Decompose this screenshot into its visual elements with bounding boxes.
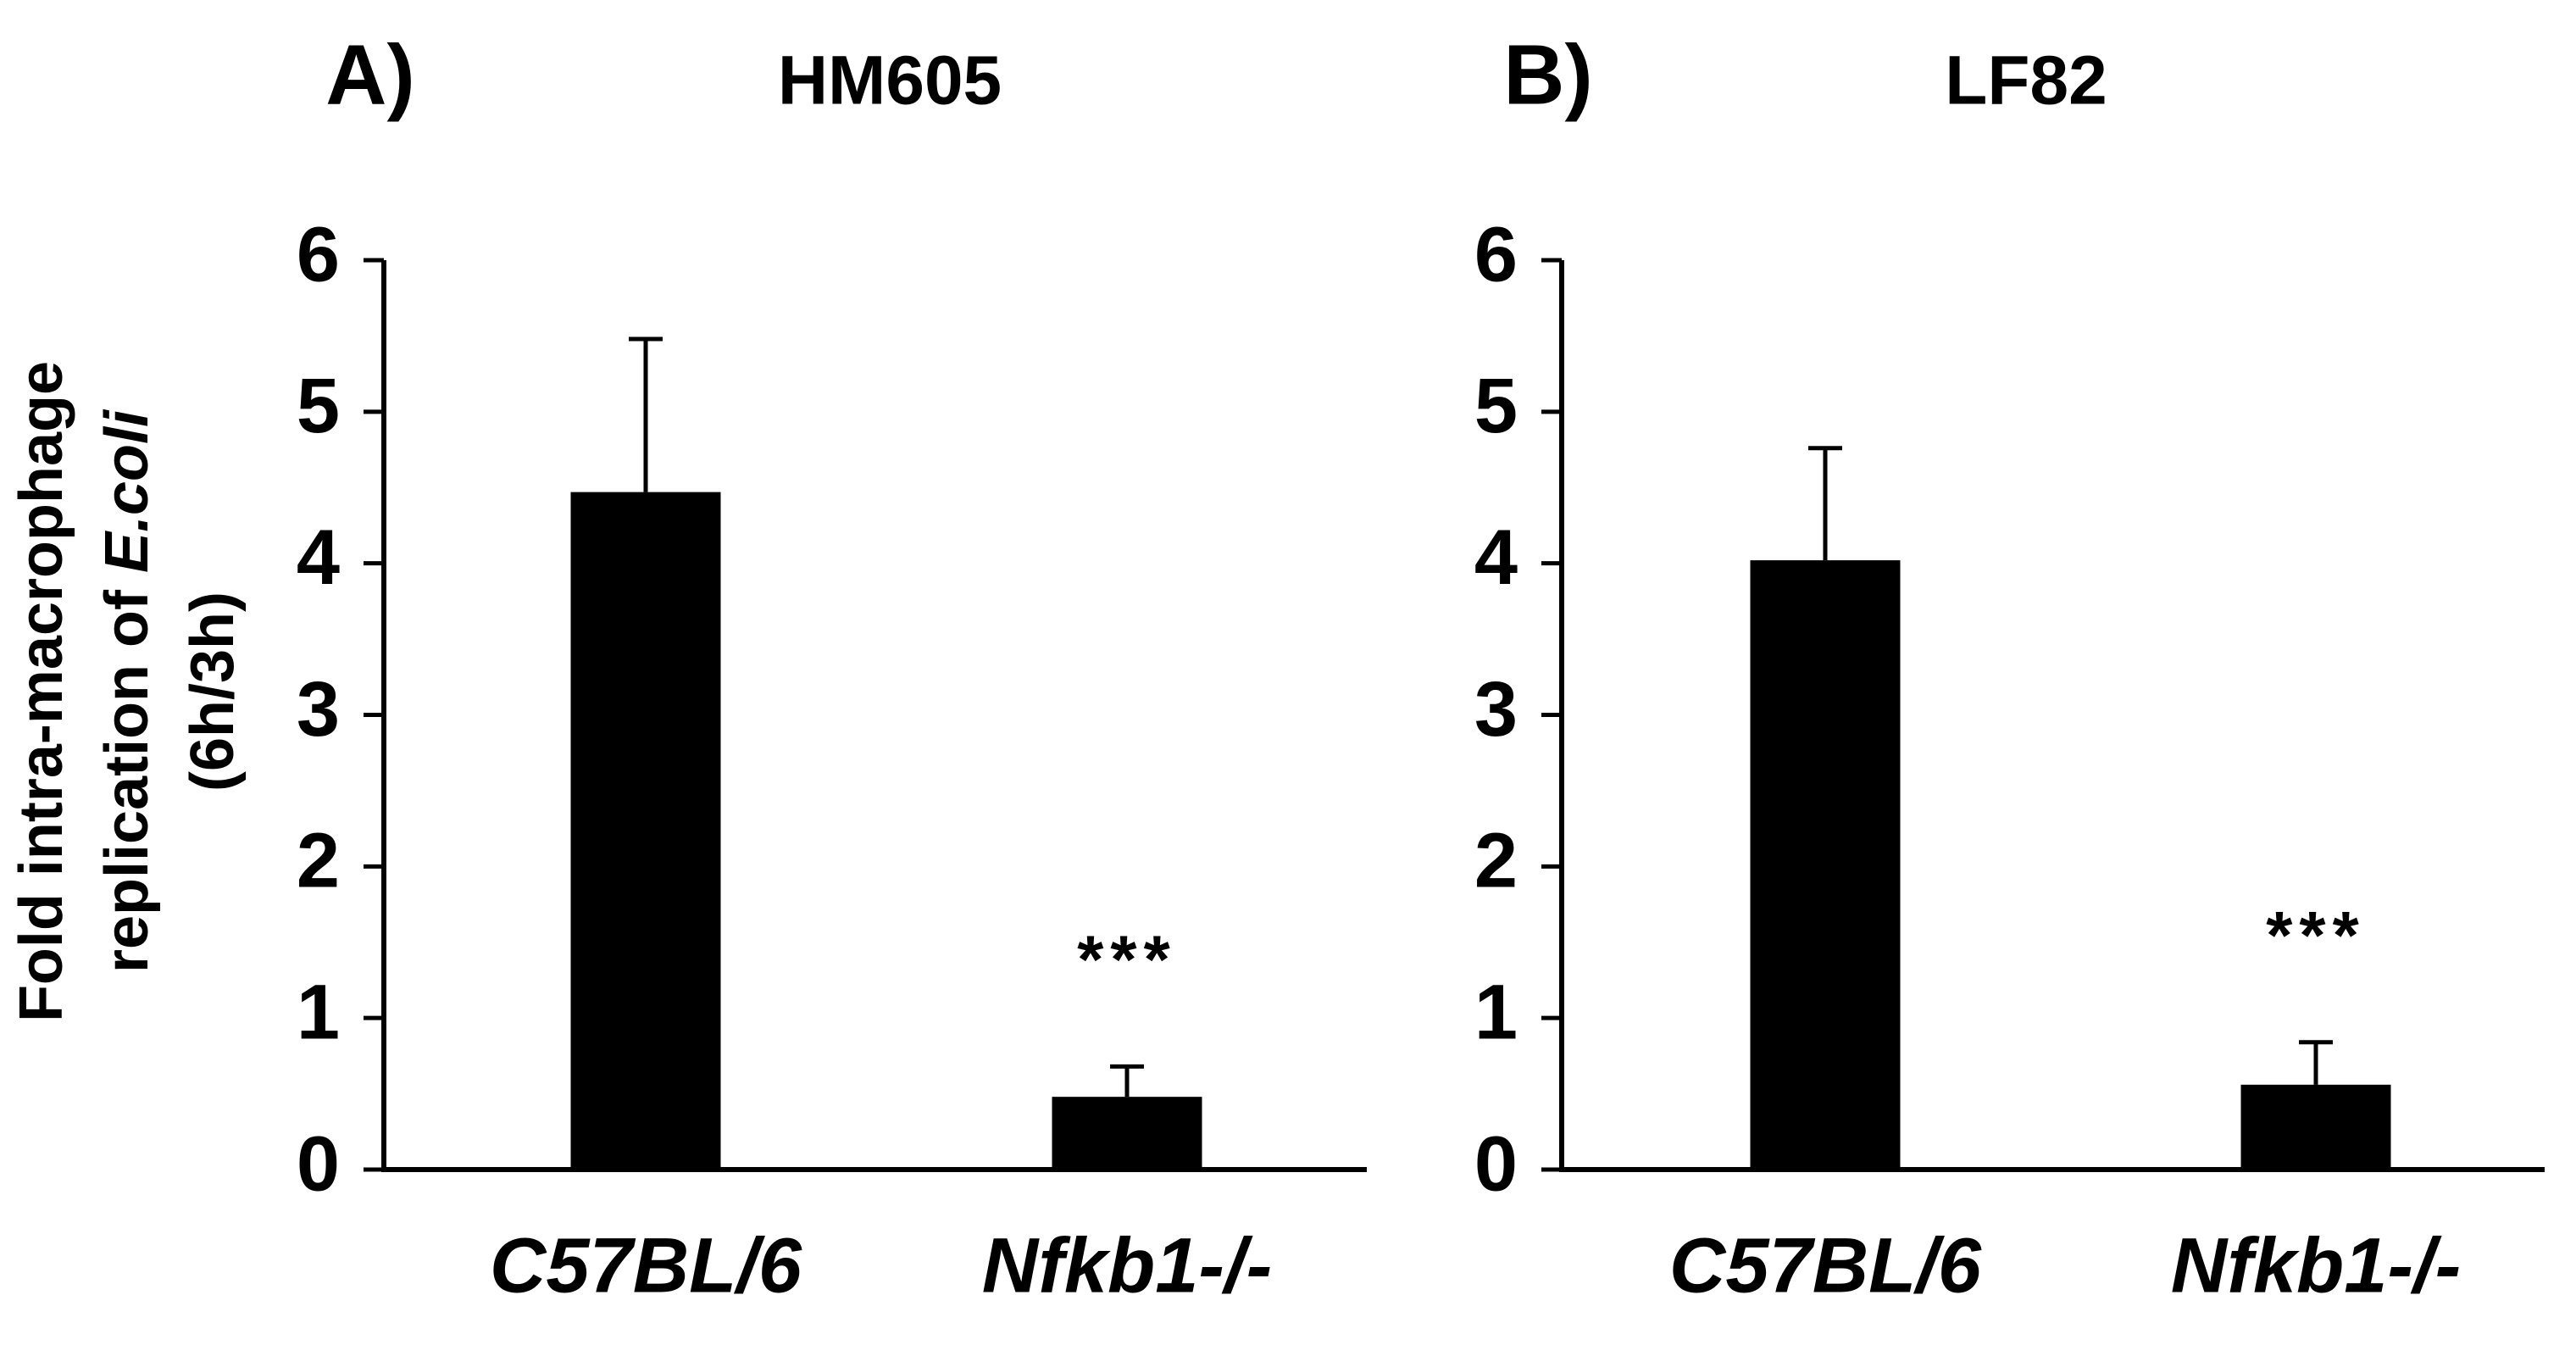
bar — [2240, 1084, 2391, 1170]
y-label-line: replication of E.coli — [93, 409, 161, 973]
y-axis-label: Fold intra-macrophage replication of E.c… — [8, 361, 247, 1022]
significance-label: *** — [2266, 898, 2365, 973]
y-tick-label: 3 — [297, 666, 340, 753]
y-tick-label: 2 — [297, 818, 340, 904]
y-tick-label: 5 — [297, 363, 340, 449]
chart-title: LF82 — [1945, 42, 2107, 119]
panel-label: B) — [1503, 27, 1593, 122]
y-label-part: E.coli — [93, 409, 161, 573]
panel-label: A) — [325, 27, 415, 122]
x-tick-label: Nfkb1-/- — [982, 1222, 1272, 1309]
x-tick-label: Nfkb1-/- — [2171, 1222, 2461, 1309]
y-tick-label: 0 — [1474, 1120, 1518, 1207]
x-tick-label: C57BL/6 — [490, 1222, 802, 1309]
y-tick-label: 3 — [1474, 666, 1518, 753]
x-tick-label: C57BL/6 — [1669, 1222, 1982, 1309]
y-tick-label: 6 — [1474, 211, 1518, 297]
y-tick-label: 1 — [1474, 969, 1518, 1055]
y-tick-label: 4 — [1474, 514, 1518, 601]
bar — [1052, 1097, 1202, 1170]
y-tick-label: 2 — [1474, 818, 1518, 904]
y-label-line: (6h/3h) — [179, 592, 247, 792]
bar — [570, 492, 721, 1170]
y-tick-label: 4 — [297, 514, 340, 601]
y-tick-label: 0 — [297, 1120, 340, 1207]
y-label-part: replication of — [93, 573, 161, 973]
y-tick-label: 5 — [1474, 363, 1518, 449]
y-tick-label: 1 — [297, 969, 340, 1055]
y-tick-label: 6 — [297, 211, 340, 297]
chart-title: HM605 — [778, 42, 1002, 119]
y-label-line: Fold intra-macrophage — [8, 361, 75, 1022]
significance-label: *** — [1077, 922, 1176, 998]
bar — [1750, 560, 1901, 1170]
